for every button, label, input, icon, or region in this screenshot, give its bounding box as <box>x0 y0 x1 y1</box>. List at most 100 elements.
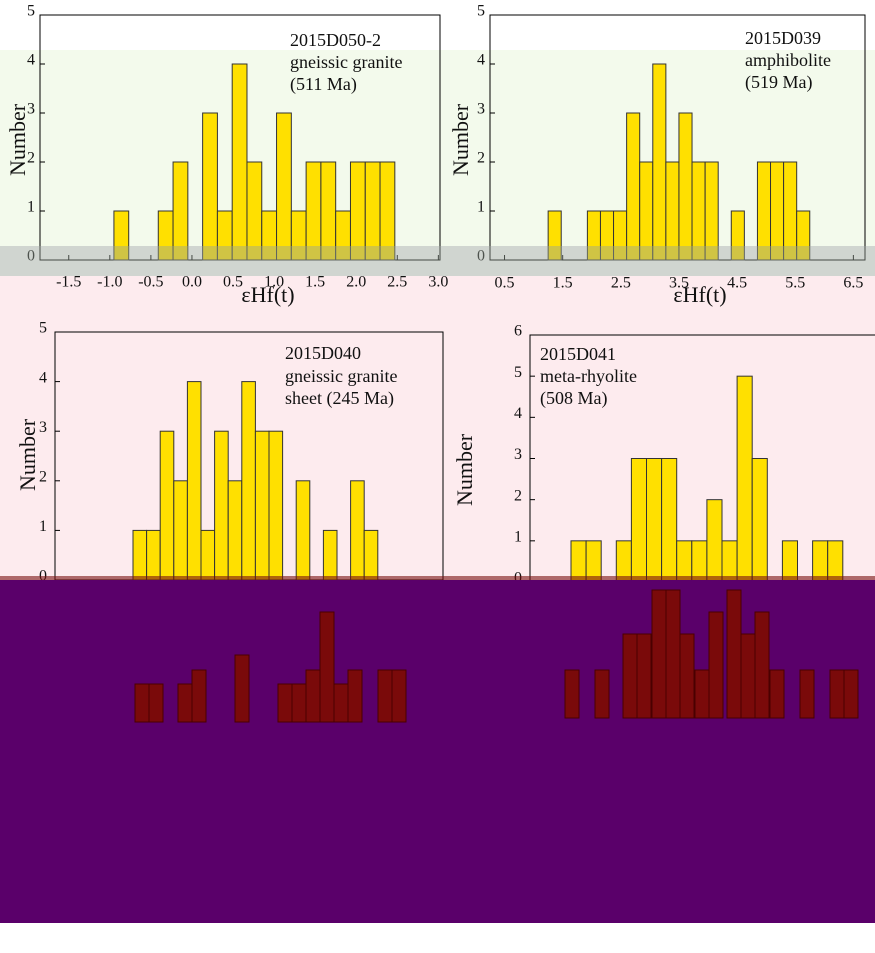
bar <box>322 529 338 581</box>
y-tick-label: 5 <box>514 364 522 381</box>
overlay-bar <box>234 654 250 723</box>
y-tick-label: 4 <box>27 52 35 69</box>
overlay-bar <box>829 669 845 719</box>
bar <box>827 540 844 583</box>
x-tick-label: 3.5 <box>669 275 689 292</box>
y-tick-label: 4 <box>39 369 47 386</box>
y-axis-label: Number <box>452 433 477 506</box>
y-tick-label: 3 <box>477 101 485 118</box>
bar <box>350 480 365 581</box>
overlay-bar <box>333 683 349 723</box>
bar <box>661 458 678 583</box>
bar <box>173 480 188 581</box>
overlay-bar <box>843 669 859 719</box>
bar <box>736 375 753 583</box>
bar <box>254 430 270 581</box>
bar <box>639 161 654 261</box>
y-tick-label: 1 <box>27 199 35 216</box>
chart-title: gneissic granite <box>285 366 397 386</box>
overlay-bar <box>319 611 335 723</box>
x-tick-label: 4.5 <box>727 275 747 292</box>
bar <box>349 161 366 261</box>
chart-title: (519 Ma) <box>745 72 812 93</box>
bar <box>585 540 602 583</box>
y-tick-label: 1 <box>477 199 485 216</box>
y-axis-label: Number <box>448 103 473 176</box>
bar <box>630 458 648 583</box>
overlay-band <box>0 246 875 276</box>
y-tick-label: 1 <box>39 518 47 535</box>
bar <box>751 458 768 583</box>
chart-title: amphibolite <box>745 50 831 70</box>
overlay-bar <box>740 633 756 719</box>
bar <box>665 161 680 261</box>
overlay-bar <box>754 611 770 719</box>
x-axis-label: εHf(t) <box>673 282 726 307</box>
bar <box>721 540 738 583</box>
bar <box>214 430 229 581</box>
bar <box>691 161 706 261</box>
chart-title: 2015D039 <box>745 28 821 48</box>
bar <box>113 210 130 261</box>
chart-title: sheet (245 Ma) <box>285 388 394 409</box>
y-tick-label: 3 <box>27 101 35 118</box>
chart-title: 2015D050-2 <box>290 30 381 50</box>
x-tick-label: 6.5 <box>843 275 863 292</box>
bar <box>770 161 785 261</box>
overlay-bar <box>665 589 681 719</box>
overlay-bar <box>305 669 321 723</box>
bar <box>268 430 284 581</box>
overlay-bar <box>291 683 307 723</box>
bar <box>781 540 799 583</box>
overlay-bar <box>708 611 724 719</box>
overlay-bars <box>134 589 859 723</box>
bar <box>231 63 248 261</box>
bar <box>186 381 202 581</box>
bar <box>172 161 189 261</box>
background-tint <box>0 276 875 580</box>
bar <box>626 112 641 261</box>
y-tick-label: 3 <box>514 446 522 463</box>
bar <box>796 210 811 261</box>
overlay-bar <box>191 669 207 723</box>
chart-title: (511 Ma) <box>290 74 357 95</box>
overlay-bar <box>377 669 393 723</box>
overlay-bar <box>622 633 638 719</box>
bar <box>678 112 693 261</box>
overlay-bar <box>148 683 164 723</box>
overlay-bar <box>769 669 785 719</box>
overlay-bar <box>636 633 652 719</box>
overlay-bar <box>177 683 193 723</box>
x-tick-label: -0.5 <box>138 274 163 291</box>
x-tick-label: 0.5 <box>223 274 243 291</box>
bar <box>570 540 587 583</box>
chart-title: (508 Ma) <box>540 388 607 409</box>
bar <box>246 161 263 261</box>
chart-title: 2015D040 <box>285 343 361 363</box>
x-tick-label: 0.0 <box>182 274 202 291</box>
y-tick-label: 5 <box>39 320 47 337</box>
bar <box>652 63 667 261</box>
bar <box>320 161 337 261</box>
overlay-bar <box>594 669 610 719</box>
bar <box>363 529 379 581</box>
y-tick-label: 1 <box>514 529 522 546</box>
bar <box>159 430 175 581</box>
bar <box>364 161 381 261</box>
y-tick-label: 0 <box>27 248 35 265</box>
chart-title: gneissic granite <box>290 52 402 72</box>
overlay-panel <box>0 580 875 923</box>
y-tick-label: 4 <box>477 52 485 69</box>
bar <box>783 161 798 261</box>
bar <box>615 540 632 583</box>
y-tick-label: 3 <box>39 419 47 436</box>
bar <box>812 540 829 583</box>
y-tick-label: 2 <box>514 487 522 504</box>
charts: 0 1 2 3 4 5 -1.5 -1.0 -0.5 0.0 0.5 1.0 1.5 2.0 2.5 3.0 2… <box>5 3 875 587</box>
x-axis-label: εHf(t) <box>241 282 294 307</box>
y-tick-label: 0 <box>477 248 485 265</box>
overlay-bar <box>277 683 293 723</box>
bar <box>691 540 708 583</box>
bar <box>730 210 745 261</box>
y-tick-label: 6 <box>514 323 522 340</box>
